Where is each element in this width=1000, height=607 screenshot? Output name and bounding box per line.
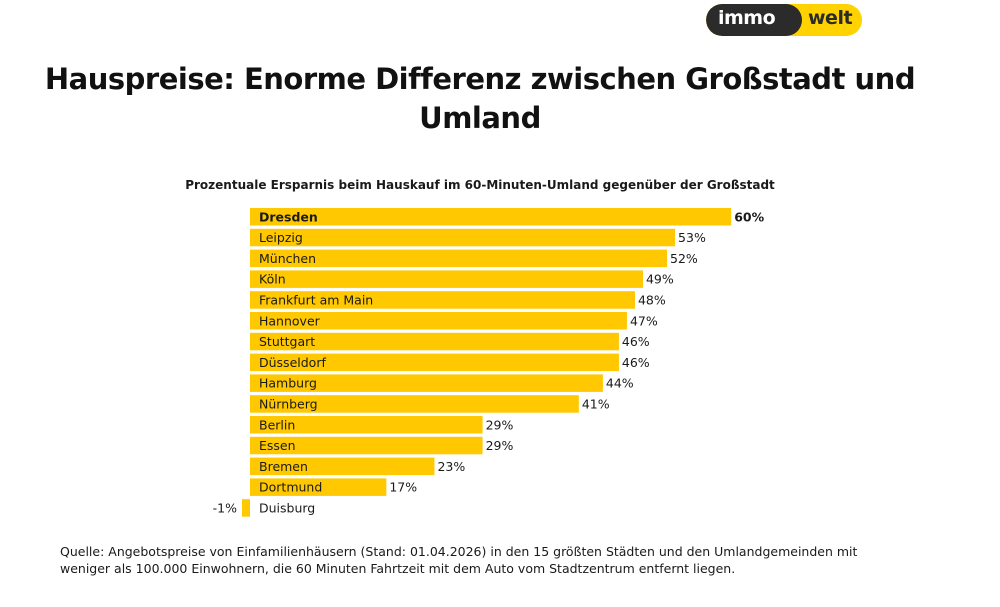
chart-title-text: Hauspreise: Enorme Differenz zwischen Gr… (44, 62, 916, 135)
category-label: Köln (259, 272, 286, 287)
bar-group: Duisburg -1% (213, 499, 315, 517)
bar-group: Berlin 29% (250, 416, 513, 434)
bar (250, 436, 483, 455)
value-label: 41% (582, 396, 610, 411)
category-label: Hannover (259, 313, 321, 328)
value-label: 29% (486, 438, 514, 453)
value-label: 47% (630, 313, 658, 328)
category-label: Leipzig (259, 230, 303, 245)
bar-group: Bremen 23% (250, 457, 465, 476)
immowelt-logo: immo welt (706, 4, 862, 36)
bar (250, 374, 603, 392)
value-label: 48% (638, 292, 666, 307)
bar (250, 332, 619, 351)
category-label: Nürnberg (259, 396, 318, 411)
category-label: Frankfurt am Main (259, 292, 373, 307)
value-label: 60% (734, 209, 764, 224)
bar-group: Düsseldorf 46% (250, 353, 650, 372)
bar (250, 395, 579, 413)
value-label: 52% (670, 251, 698, 266)
category-label: Dresden (259, 209, 318, 224)
bar (250, 291, 635, 309)
category-label: Hamburg (259, 376, 317, 391)
value-label: 17% (389, 480, 417, 495)
logo-text-welt: welt (808, 7, 853, 29)
bar (250, 270, 643, 288)
chart-subtitle: Prozentuale Ersparnis beim Hauskauf im 6… (185, 178, 775, 192)
bar (250, 249, 668, 268)
chart-title: Hauspreise: Enorme Differenz zwischen Gr… (0, 60, 960, 138)
bar-group: München 52% (250, 249, 698, 268)
bar-group: Leipzig 53% (250, 228, 706, 247)
category-label: Berlin (259, 417, 295, 432)
value-label: 23% (437, 459, 465, 474)
bar (250, 416, 483, 434)
value-label: 29% (486, 417, 514, 432)
bar-group: Köln 49% (250, 270, 674, 288)
bar-group: Hamburg 44% (250, 374, 634, 392)
bar-group: Stuttgart 46% (250, 332, 650, 351)
value-label: 46% (622, 355, 650, 370)
category-label: Bremen (259, 459, 308, 474)
value-label: -1% (213, 500, 237, 515)
category-label: Duisburg (259, 500, 315, 515)
bar-group: Dresden 60% (250, 208, 765, 226)
logo-dark-pill (706, 4, 802, 36)
bar-group: Nürnberg 41% (250, 395, 610, 413)
category-label: Essen (259, 438, 296, 453)
category-label: München (259, 251, 316, 266)
source-note: Quelle: Angebotspreise von Einfamilienhä… (60, 544, 858, 576)
value-label: 49% (646, 272, 674, 287)
category-label: Dortmund (259, 480, 322, 495)
value-label: 53% (678, 230, 706, 245)
bar-group: Hannover 47% (250, 312, 658, 330)
bar-group: Frankfurt am Main 48% (250, 291, 666, 309)
bar (250, 353, 619, 372)
bar (250, 478, 387, 496)
value-label: 44% (606, 376, 634, 391)
category-label: Düsseldorf (259, 355, 326, 370)
bar (250, 208, 732, 226)
bar-group: Essen 29% (250, 436, 514, 455)
category-label: Stuttgart (259, 334, 315, 349)
value-label: 46% (622, 334, 650, 349)
bar-group: Dortmund 17% (250, 478, 417, 496)
bar (250, 457, 435, 476)
bar (250, 312, 627, 330)
logo-text-immo: immo (718, 7, 776, 29)
bar (241, 499, 250, 517)
bar (250, 228, 676, 247)
